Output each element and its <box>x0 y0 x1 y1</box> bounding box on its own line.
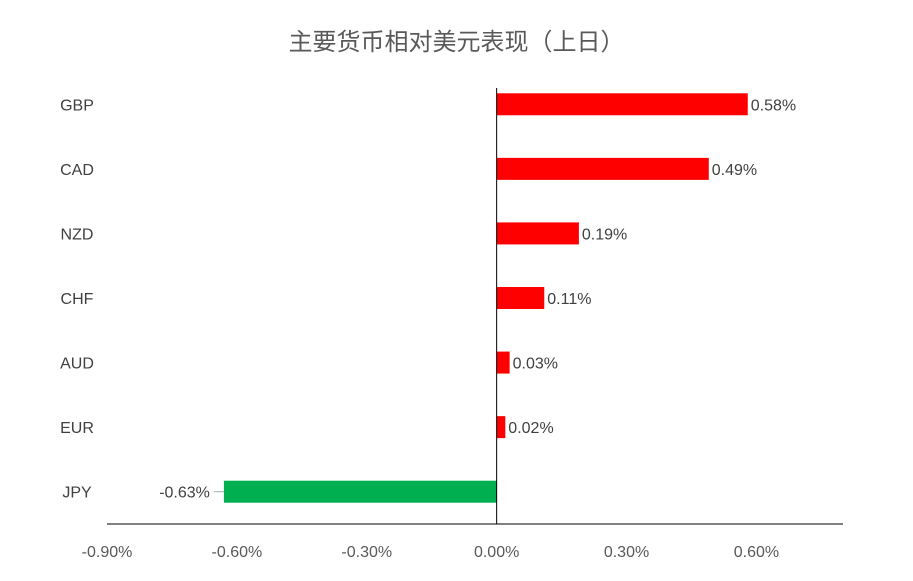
x-tick-label: 0.00% <box>474 544 519 561</box>
bar-eur <box>496 416 506 439</box>
x-tick-label: 0.30% <box>604 544 649 561</box>
data-label-eur: 0.02% <box>508 420 553 437</box>
x-tick-label: 0.60% <box>734 544 779 561</box>
chart-title: 主要货币相对美元表现（上日） <box>288 28 625 56</box>
category-label-nzd: NZD <box>61 226 94 243</box>
data-label-chf: 0.11% <box>547 291 591 308</box>
category-label-aud: AUD <box>60 356 94 373</box>
bar-cad <box>496 157 709 180</box>
data-label-nzd: 0.19% <box>582 226 627 243</box>
data-label-aud: 0.03% <box>513 356 558 373</box>
category-label-jpy: JPY <box>62 485 92 502</box>
category-label-chf: CHF <box>61 291 94 308</box>
bar-gbp <box>496 93 748 116</box>
category-label-eur: EUR <box>60 420 94 437</box>
category-label-cad: CAD <box>60 162 94 179</box>
data-label-jpy: -0.63% <box>159 485 210 502</box>
bar-jpy <box>223 480 497 503</box>
category-label-gbp: GBP <box>60 97 94 114</box>
bar-nzd <box>496 222 579 245</box>
bar-aud <box>496 351 510 374</box>
bar-chf <box>496 287 545 309</box>
x-tick-label: -0.30% <box>341 544 392 561</box>
data-label-gbp: 0.58% <box>751 97 796 114</box>
x-tick-label: -0.60% <box>212 544 263 561</box>
x-tick-label: -0.90% <box>82 544 133 561</box>
data-label-cad: 0.49% <box>712 162 757 179</box>
